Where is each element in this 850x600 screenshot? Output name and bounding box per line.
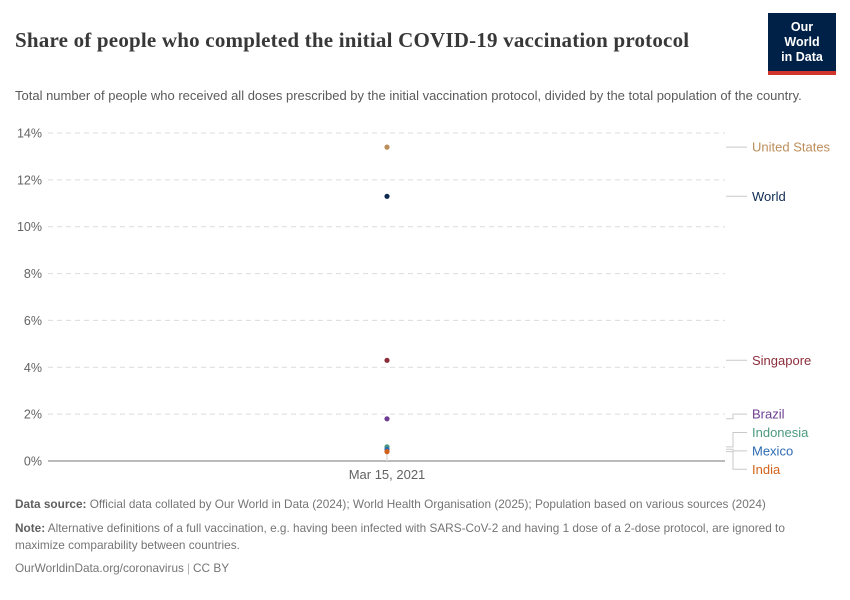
y-tick-label-0%: 0%: [24, 455, 42, 469]
citation-line: OurWorldinData.org/coronavirus | CC BY: [15, 560, 807, 577]
y-tick-label-2%: 2%: [24, 408, 42, 422]
chart-title: Share of people who completed the initia…: [15, 28, 690, 53]
y-tick-label-12%: 12%: [17, 173, 42, 187]
series-label-brazil[interactable]: Brazil: [752, 407, 785, 422]
series-label-india[interactable]: India: [752, 462, 781, 477]
citation-separator: |: [186, 561, 191, 576]
owid-logo-line2: in Data: [781, 50, 823, 64]
leader-line-mexico: [726, 448, 747, 452]
leader-line-india: [726, 451, 747, 470]
y-tick-label-10%: 10%: [17, 220, 42, 234]
leader-line-brazil: [726, 413, 747, 420]
vaccination-scatter-chart: 0% 2% 4% 6% 8% 10% 12% 14% Mar 15, 2021 United St…: [17, 127, 831, 483]
series-label-singapore[interactable]: Singapore: [752, 353, 811, 368]
note-label: Note:: [15, 520, 46, 535]
chart-footer: Data source: Official data collated by O…: [15, 496, 807, 584]
coronavirus-link[interactable]: OurWorldinData.org/coronavirus: [15, 561, 184, 576]
series-label-world[interactable]: World: [752, 189, 786, 204]
data-point-india[interactable]: [384, 449, 390, 455]
owid-logo[interactable]: Our World in Data: [768, 13, 836, 75]
series-label-mexico[interactable]: Mexico: [752, 443, 793, 458]
data-point-brazil[interactable]: [384, 416, 390, 422]
data-source-line: Data source: Official data collated by O…: [15, 496, 807, 513]
leader-line-indonesia: [726, 432, 747, 448]
license-link[interactable]: CC BY: [193, 561, 230, 576]
data-source-text: Official data collated by Our World in D…: [86, 497, 766, 511]
data-point-world[interactable]: [384, 193, 390, 199]
chart-subtitle: Total number of people who received all …: [15, 88, 802, 103]
data-point-united-states[interactable]: [384, 144, 390, 150]
data-source-label: Data source:: [15, 497, 87, 511]
series-label-indonesia[interactable]: Indonesia: [752, 425, 809, 440]
y-tick-label-14%: 14%: [17, 127, 42, 141]
series-label-united-states[interactable]: United States: [752, 140, 831, 155]
note-line: Note: Alternative definitions of a full …: [15, 520, 807, 554]
y-tick-label-6%: 6%: [24, 314, 42, 328]
note-text: Alternative definitions of a full vaccin…: [15, 520, 785, 552]
data-point-singapore[interactable]: [384, 357, 390, 363]
owid-logo-line1: Our World: [784, 20, 820, 49]
y-tick-label-4%: 4%: [24, 361, 42, 375]
x-axis-tick-label: Mar 15, 2021: [349, 467, 426, 482]
y-tick-label-8%: 8%: [24, 267, 42, 281]
